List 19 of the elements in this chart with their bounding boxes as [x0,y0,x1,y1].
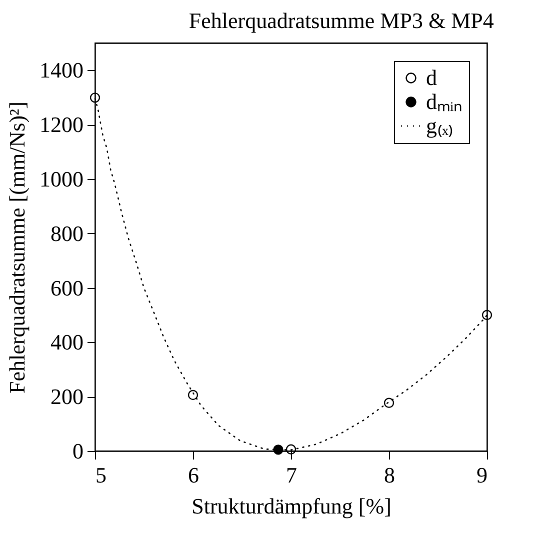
x-tick-label: 6 [188,462,199,488]
y-tick-label: 0 [72,438,84,464]
y-tick-label: 1000 [40,166,84,192]
legend-label: dₘᵢₙ [426,89,463,114]
x-axis-title: Strukturdämpfung [%] [192,494,392,518]
chart-title: Fehlerquadratsumme MP3 & MP4 [188,8,494,33]
y-tick-label: 200 [50,384,84,410]
y-tick-label: 1200 [40,112,84,138]
legend-label: g₍ₓ₎ [426,113,454,138]
y-tick-label: 600 [50,275,84,300]
y-tick-label: 400 [50,330,84,355]
y-tick-label: 800 [50,220,84,246]
legend-label: d [426,65,437,90]
y-tick-label: 1400 [40,58,84,83]
x-tick-label: 8 [384,462,395,488]
x-tick-label: 7 [286,462,297,488]
x-tick-label: 9 [476,462,488,488]
y-axis-title: Fehlerquadratsumme [(mm/Ns)²] [4,102,30,394]
x-tick-label: 5 [96,462,106,488]
